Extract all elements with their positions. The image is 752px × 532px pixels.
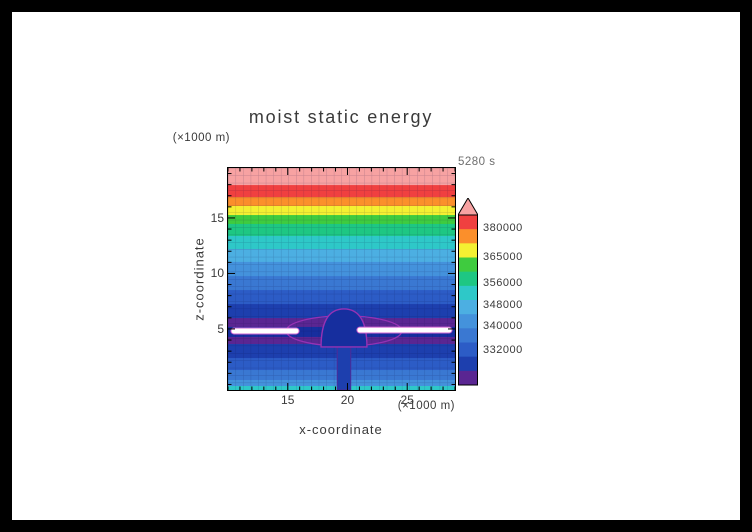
colorbar-label: 340000 <box>483 320 523 332</box>
time-label: 5280 s <box>458 156 496 168</box>
colorbar-label: 332000 <box>483 343 523 356</box>
colorbar-label: 356000 <box>483 277 523 289</box>
colorbar-label: 348000 <box>483 299 523 312</box>
colorbar-label: 380000 <box>483 221 523 234</box>
x-axis-unit-label: (×1000 m) <box>397 400 455 412</box>
x-tick-label: 20 <box>340 393 355 407</box>
plot-axes-frame <box>227 167 456 391</box>
x-tick-label: 15 <box>281 393 295 407</box>
chart-title: moist static energy <box>248 107 434 127</box>
contour-plot-svg <box>228 168 455 390</box>
x-tick-label: 25 <box>400 393 414 407</box>
x-axis-title: x-coordinate <box>299 422 383 437</box>
y-tick-label: 10 <box>210 266 224 281</box>
colorbar-svg <box>458 198 478 386</box>
y-tick-label: 5 <box>217 321 224 336</box>
y-axis-title: z-coordinate <box>191 237 207 321</box>
y-axis-unit-label: (×1000 m) <box>172 132 230 144</box>
colorbar-label: 365000 <box>483 250 523 263</box>
y-tick-label: 15 <box>210 210 224 225</box>
